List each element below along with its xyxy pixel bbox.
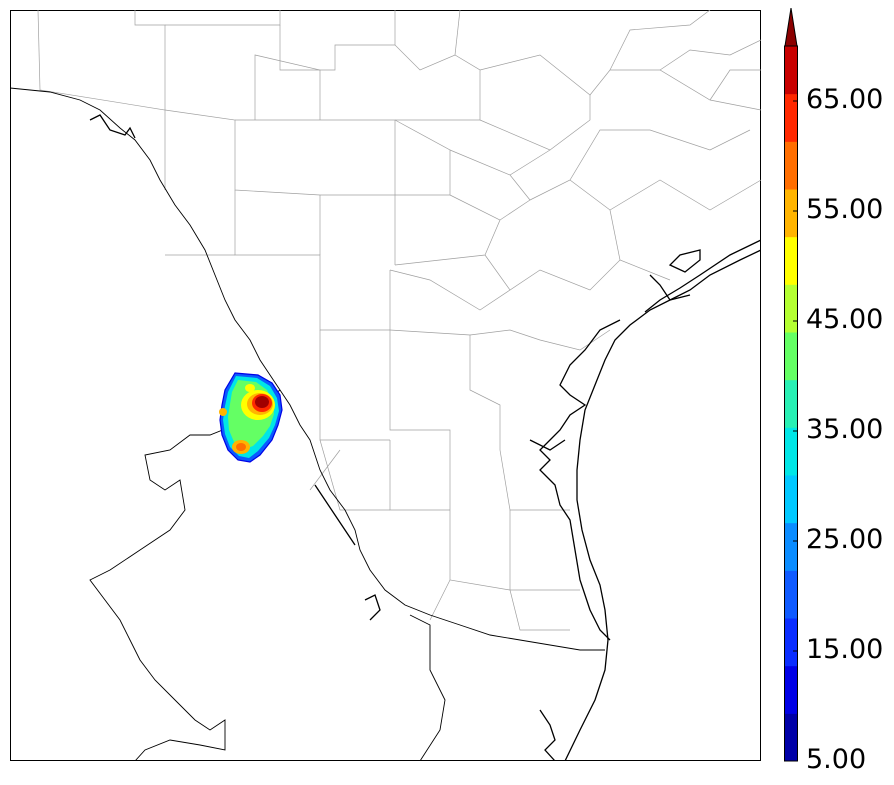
precipitation-feature[interactable] xyxy=(219,372,283,463)
precip-north-cell xyxy=(245,384,255,392)
colorbar-segment xyxy=(784,189,798,238)
colorbar-tick-label: 65.00 xyxy=(806,84,884,115)
colorbar-segment xyxy=(784,284,798,333)
colorbar-tick-label: 25.00 xyxy=(806,524,884,555)
colorbar-segment xyxy=(784,46,798,95)
colorbar-tick-label: 35.00 xyxy=(806,414,884,445)
colorbar-segments xyxy=(784,46,798,762)
colorbar-segment xyxy=(784,141,798,190)
colorbar-ticks xyxy=(793,100,798,762)
colorbar-segment xyxy=(784,236,798,285)
precip-secondary-core xyxy=(236,443,246,451)
international-border xyxy=(10,87,605,761)
colorbar-extend-arrow xyxy=(784,8,798,47)
colorbar xyxy=(784,8,798,762)
precip-darkred-peak xyxy=(255,396,269,408)
colorbar-tick-label: 15.00 xyxy=(806,634,884,665)
colorbar-outline xyxy=(784,45,798,762)
colorbar-segment xyxy=(784,713,798,762)
colorbar-segment xyxy=(784,475,798,524)
map-frame xyxy=(10,10,761,761)
colorbar-segment xyxy=(784,618,798,667)
colorbar-segment xyxy=(784,427,798,476)
map-canvas[interactable] xyxy=(10,10,761,761)
colorbar-segment xyxy=(784,93,798,142)
colorbar-segment xyxy=(784,332,798,381)
colorbar-tick-label: 45.00 xyxy=(806,304,884,335)
coastline xyxy=(89,114,761,761)
colorbar-segment xyxy=(784,522,798,571)
colorbar-tick-label: 5.00 xyxy=(806,744,867,775)
colorbar-segment xyxy=(784,665,798,714)
colorbar-segment xyxy=(784,570,798,619)
county-lines xyxy=(37,10,761,631)
colorbar-segment xyxy=(784,379,798,428)
colorbar-tick-label: 55.00 xyxy=(806,194,884,225)
precip-west-cell xyxy=(219,408,227,416)
